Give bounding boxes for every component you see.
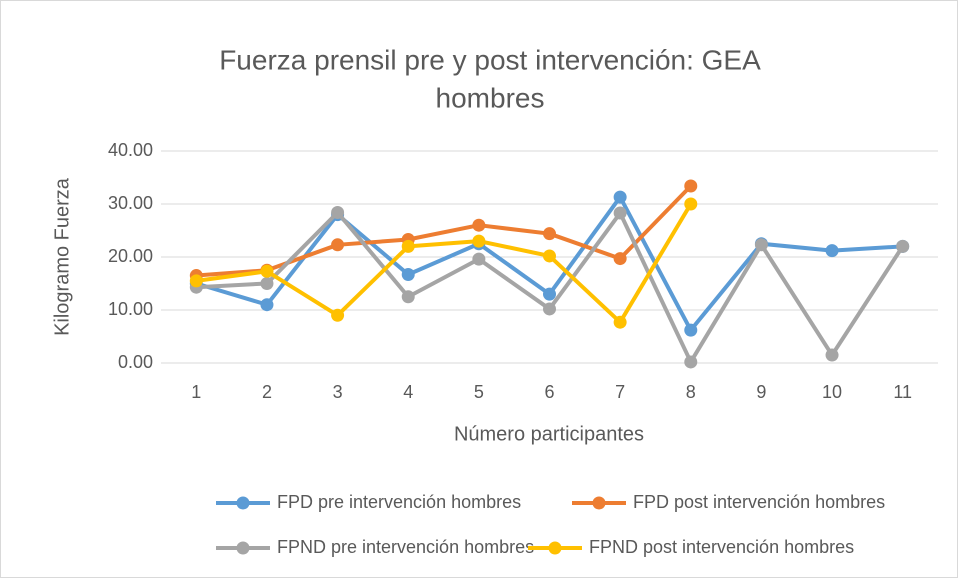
y-tick-label: 30.00 xyxy=(108,193,153,213)
x-tick-label: 8 xyxy=(686,382,696,402)
data-point xyxy=(472,234,486,248)
data-point xyxy=(260,298,274,312)
chart-title: Fuerza prensil pre y post intervención: … xyxy=(219,44,761,75)
data-point xyxy=(260,277,274,290)
x-axis-label: Número participantes xyxy=(454,423,644,445)
data-point xyxy=(401,290,415,304)
data-point xyxy=(825,244,839,258)
x-tick-label: 2 xyxy=(262,382,272,402)
y-tick-label: 0.00 xyxy=(118,352,153,372)
y-axis-label: Kilogramo Fuerza xyxy=(51,177,73,336)
x-tick-label: 10 xyxy=(822,382,842,402)
data-point xyxy=(613,315,627,329)
y-tick-label: 40.00 xyxy=(108,140,153,160)
data-point xyxy=(543,287,556,301)
x-tick-label: 4 xyxy=(403,382,413,402)
x-tick-label: 1 xyxy=(191,382,201,402)
x-tick-label: 11 xyxy=(893,382,912,402)
data-point xyxy=(543,302,556,316)
legend-marker xyxy=(236,496,250,510)
chart-title: hombres xyxy=(436,82,545,113)
data-point xyxy=(613,206,627,220)
data-point xyxy=(613,190,627,204)
legend-marker xyxy=(548,541,562,555)
series-line xyxy=(196,202,693,325)
legend-label: FPD pre intervención hombres xyxy=(277,492,521,512)
y-tick-label: 20.00 xyxy=(108,246,153,266)
data-point xyxy=(543,249,556,263)
legend-label: FPND post intervención hombres xyxy=(589,537,854,557)
x-tick-label: 6 xyxy=(544,382,554,402)
legend-marker xyxy=(236,541,250,555)
data-point xyxy=(401,239,415,253)
data-point xyxy=(472,218,486,232)
x-tick-label: 5 xyxy=(474,382,484,402)
data-point xyxy=(331,238,345,252)
data-point xyxy=(754,238,768,252)
y-tick-label: 10.00 xyxy=(108,299,153,319)
x-tick-label: 7 xyxy=(615,382,625,402)
data-point xyxy=(613,252,627,266)
legend-label: FPND pre intervención hombres xyxy=(277,537,534,557)
legend-label: FPD post intervención hombres xyxy=(633,492,885,512)
series-line xyxy=(196,184,693,278)
x-tick-label: 9 xyxy=(756,382,766,402)
data-point xyxy=(896,239,910,253)
data-point xyxy=(472,252,486,266)
data-point xyxy=(684,323,698,337)
data-point xyxy=(189,274,203,288)
data-point xyxy=(684,197,698,211)
data-point xyxy=(331,308,345,322)
data-point xyxy=(401,267,415,281)
legend-marker xyxy=(592,496,606,510)
data-point xyxy=(684,355,698,369)
data-point xyxy=(684,179,698,193)
x-tick-label: 3 xyxy=(333,382,343,402)
data-point xyxy=(825,348,839,362)
data-point xyxy=(543,227,556,241)
data-point xyxy=(331,205,345,219)
data-point xyxy=(260,264,274,278)
